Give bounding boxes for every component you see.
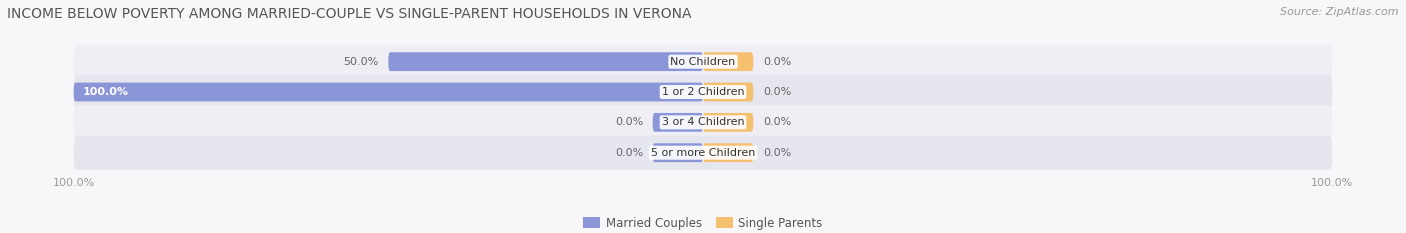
Text: 5 or more Children: 5 or more Children (651, 148, 755, 158)
FancyBboxPatch shape (703, 52, 754, 71)
Text: 0.0%: 0.0% (763, 57, 792, 67)
FancyBboxPatch shape (73, 136, 1333, 170)
Text: 100.0%: 100.0% (83, 87, 129, 97)
Text: No Children: No Children (671, 57, 735, 67)
Text: INCOME BELOW POVERTY AMONG MARRIED-COUPLE VS SINGLE-PARENT HOUSEHOLDS IN VERONA: INCOME BELOW POVERTY AMONG MARRIED-COUPL… (7, 7, 692, 21)
Text: 0.0%: 0.0% (614, 117, 643, 127)
FancyBboxPatch shape (652, 143, 703, 162)
Text: 1 or 2 Children: 1 or 2 Children (662, 87, 744, 97)
Text: 0.0%: 0.0% (614, 148, 643, 158)
FancyBboxPatch shape (73, 45, 1333, 79)
Legend: Married Couples, Single Parents: Married Couples, Single Parents (579, 212, 827, 233)
FancyBboxPatch shape (703, 83, 754, 101)
Text: 0.0%: 0.0% (763, 117, 792, 127)
FancyBboxPatch shape (73, 75, 1333, 109)
Text: 3 or 4 Children: 3 or 4 Children (662, 117, 744, 127)
FancyBboxPatch shape (703, 143, 754, 162)
FancyBboxPatch shape (703, 113, 754, 132)
Text: 0.0%: 0.0% (763, 148, 792, 158)
FancyBboxPatch shape (652, 113, 703, 132)
Text: 0.0%: 0.0% (763, 87, 792, 97)
FancyBboxPatch shape (73, 105, 1333, 139)
FancyBboxPatch shape (73, 83, 703, 101)
Text: 50.0%: 50.0% (343, 57, 378, 67)
Text: Source: ZipAtlas.com: Source: ZipAtlas.com (1281, 7, 1399, 17)
FancyBboxPatch shape (388, 52, 703, 71)
